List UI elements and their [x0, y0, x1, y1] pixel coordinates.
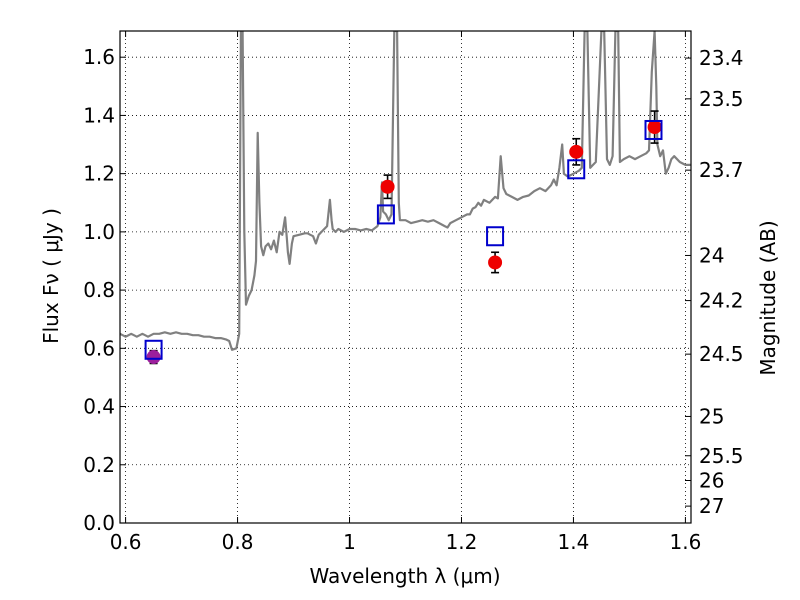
magnitude-tick-label: 23.7 [699, 158, 744, 182]
x-tick-label: 1 [343, 530, 356, 554]
magnitude-tick-label: 24.2 [699, 289, 744, 313]
y-axis-label: Flux Fν ( μJy ) [39, 208, 63, 344]
x-tick-label: 1.4 [558, 530, 590, 554]
y-tick-label: 0.0 [83, 511, 115, 535]
axes-frame [119, 30, 692, 524]
x-tick-label: 1.6 [669, 530, 701, 554]
magnitude-tick-label: 24 [699, 243, 724, 267]
y-tick-label: 0.4 [83, 395, 115, 419]
model-band-square [644, 119, 663, 140]
x-tick-label: 0.8 [222, 530, 254, 554]
x-tick-label: 0.6 [110, 530, 142, 554]
observed-point [380, 179, 395, 194]
magnitude-tick-label: 27 [699, 494, 724, 518]
magnitude-tick-label: 24.5 [699, 342, 744, 366]
y-tick-label: 1.2 [83, 162, 115, 186]
model-band-square [144, 339, 163, 360]
axis-ticks: 0.6 0.8 1 1.2 1.4 1.6 0.0 0.2 0.4 0.6 0.8 1.0 1.2 1.4… [83, 31, 744, 554]
model-band-square [567, 159, 586, 180]
y-tick-label: 1.4 [83, 103, 115, 127]
x-tick-label: 1.2 [446, 530, 478, 554]
magnitude-tick-label: 26 [699, 468, 724, 492]
y-tick-label: 1.0 [83, 220, 115, 244]
model-spectrum-line [120, 31, 691, 351]
model-band-square [486, 226, 505, 247]
magnitude-tick-label: 23.5 [699, 87, 744, 111]
y-tick-label: 0.6 [83, 336, 115, 360]
clipped-series [120, 31, 691, 365]
observed-point [488, 255, 503, 270]
y-tick-label: 1.6 [83, 45, 115, 69]
right-axis-label: Magnitude (AB) [756, 220, 780, 375]
magnitude-tick-label: 25 [699, 404, 724, 428]
observed-point [569, 144, 584, 159]
x-axis-label: Wavelength λ (μm) [309, 564, 500, 588]
observed-point [647, 120, 662, 135]
model-band-square [376, 204, 395, 225]
y-tick-label: 0.8 [83, 278, 115, 302]
plot-area [120, 31, 691, 365]
plot-frame [119, 30, 692, 524]
optical-point [146, 350, 161, 365]
magnitude-tick-label: 23.4 [699, 46, 744, 70]
y-tick-label: 0.2 [83, 453, 115, 477]
magnitude-tick-label: 25.5 [699, 444, 744, 468]
